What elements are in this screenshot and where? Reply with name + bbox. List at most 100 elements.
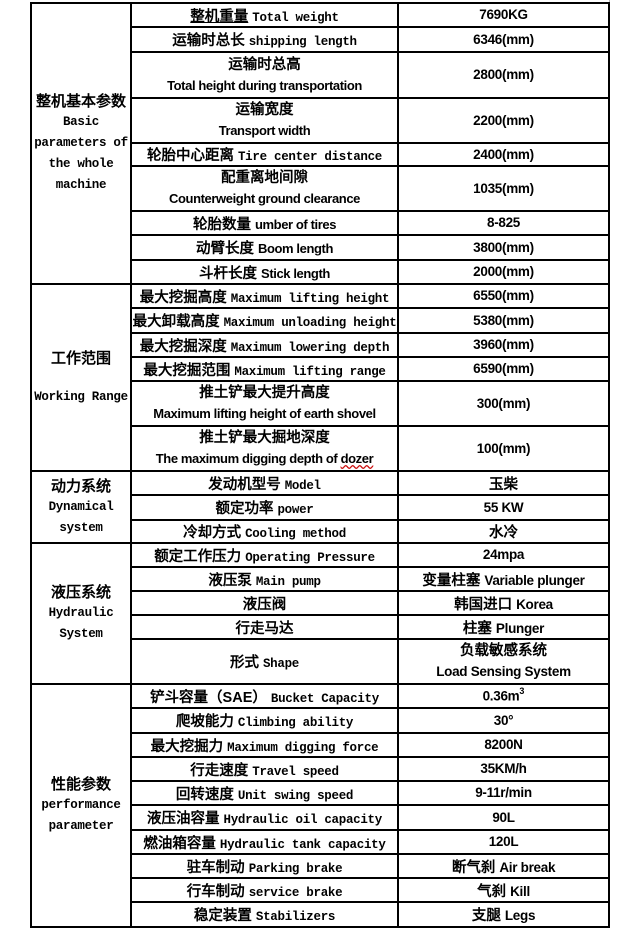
param-en: Unit swing speed xyxy=(237,788,354,803)
param-cell: 动臂长度 Boom length xyxy=(130,234,399,261)
value-text: 2000(mm) xyxy=(473,264,534,279)
param-cell: 推土铲最大掘地深度 The maximum digging depth of d… xyxy=(130,425,399,472)
table-row: 斗杆长度 Stick length 2000(mm) xyxy=(31,259,610,285)
param-en: power xyxy=(277,503,314,517)
value-text: Air break xyxy=(499,859,556,875)
value-text: 9-11r/min xyxy=(475,785,532,800)
param-en: Climbing ability xyxy=(237,716,354,730)
param-en: Maximum lowering depth xyxy=(230,340,390,355)
param-zh: 运输时总高 xyxy=(228,56,301,73)
param-en: Boom length xyxy=(257,241,334,256)
param-en: Stick length xyxy=(261,265,330,281)
value-zh: 韩国进口 xyxy=(454,596,513,613)
param-cell: 最大挖掘深度 Maximum lowering depth xyxy=(130,332,399,358)
value-cell: 6590(mm) xyxy=(397,356,610,382)
value-cell: 2000(mm) xyxy=(397,259,610,285)
category-zh: 液压系统 xyxy=(50,584,111,601)
table-row: 额定功率 power 55 KW xyxy=(31,494,610,521)
value-text: 8-825 xyxy=(486,215,521,230)
param-cell: 轮胎数量 umber of tires xyxy=(130,210,399,236)
value-cell: 玉柴 xyxy=(397,470,610,496)
param-zh: 最大卸载高度 xyxy=(132,314,220,330)
param-cell: 行车制动 service brake xyxy=(130,877,399,903)
param-zh: 回转速度 xyxy=(175,786,234,803)
category-cell-performance-parameter: 性能参数 performance parameter xyxy=(30,683,132,928)
value-text: 2400(mm) xyxy=(473,146,534,162)
table-row: 轮胎数量 umber of tires 8-825 xyxy=(31,210,610,236)
table-row: 回转速度 Unit swing speed 9-11r/min xyxy=(31,780,610,806)
param-en: service brake xyxy=(248,885,343,900)
value-text: 6590(mm) xyxy=(473,361,534,376)
table-row: 最大挖掘范围 Maximum lifting range 6590(mm) xyxy=(31,356,610,382)
table-row: 运输时总高 Total height during transportation … xyxy=(31,51,610,99)
table-row: 液压油容量 Hydraulic oil capacity 90L xyxy=(31,804,610,831)
value-text: Variable plunger xyxy=(484,572,585,588)
param-zh: 驻车制动 xyxy=(186,859,245,876)
param-zh: 形式 xyxy=(229,655,259,671)
category-line: parameters of xyxy=(34,136,128,150)
param-en: Total height during transportation xyxy=(167,77,362,93)
param-en: umber of tires xyxy=(254,216,337,232)
value-cell: 9-11r/min xyxy=(397,780,610,806)
value-cell: 2200(mm) xyxy=(397,97,610,144)
table-row: 行车制动 service brake 气刹 Kill xyxy=(31,877,610,903)
value-text: Load Sensing System xyxy=(436,664,571,679)
param-en: Cooling method xyxy=(245,527,346,541)
value-cell: 支腿 Legs xyxy=(397,901,610,928)
param-en: Maximum unloading height xyxy=(223,316,397,330)
table-row: 最大挖掘深度 Maximum lowering depth 3960(mm) xyxy=(31,332,610,358)
param-zh: 额定功率 xyxy=(215,501,274,517)
value-cell: 120L xyxy=(397,829,610,855)
value-zh: 气刹 xyxy=(477,883,507,900)
param-en: The maximum digging depth of dozer xyxy=(155,451,374,466)
param-cell: 发动机型号 Model xyxy=(130,470,399,496)
value-text: 24mpa xyxy=(482,547,525,562)
param-zh: 冷却方式 xyxy=(183,525,242,541)
param-en: Operating Pressure xyxy=(245,550,375,565)
value-cell: 7690KG xyxy=(397,2,610,28)
param-zh: 推土铲最大提升高度 xyxy=(199,385,330,401)
value-cell: 2400(mm) xyxy=(397,142,610,167)
table-row: 驻车制动 Parking brake 断气刹 Air break xyxy=(31,853,610,879)
table-row: 整机基本参数 Basic parameters of the whole mac… xyxy=(30,2,610,285)
value-text: 8200N xyxy=(484,737,523,752)
param-en: Parking brake xyxy=(248,861,343,876)
table-row: 运输时总长 shipping length 6346(mm) xyxy=(31,26,610,53)
param-cell: 轮胎中心距离 Tire center distance xyxy=(130,142,399,167)
table-row: 行走速度 Travel speed 35KM/h xyxy=(31,756,610,782)
param-zh: 整机重量 xyxy=(190,8,249,25)
param-zh: 动臂长度 xyxy=(195,241,254,257)
value-zh: 水冷 xyxy=(489,525,518,541)
value-cell: 0.36m3 xyxy=(397,683,610,709)
table-row: 冷却方式 Cooling method 水冷 xyxy=(31,519,610,544)
param-cell: 铲斗容量（SAE） Bucket Capacity xyxy=(130,683,399,709)
value-text: 120L xyxy=(488,834,519,849)
param-zh: 轮胎中心距离 xyxy=(146,148,234,164)
value-cell: 8200N xyxy=(397,732,610,758)
param-cell: 爬坡能力 Climbing ability xyxy=(130,707,399,734)
value-text: 55 KW xyxy=(483,499,524,515)
value-cell: 水冷 xyxy=(397,519,610,544)
value-cell: 负载敏感系统 Load Sensing System xyxy=(397,638,610,685)
misspelled-word: dozer xyxy=(340,451,374,466)
param-zh: 液压油容量 xyxy=(147,811,220,827)
category-cell-dynamical-system: 动力系统 Dynamical system xyxy=(30,470,132,544)
value-cell: 8-825 xyxy=(397,210,610,236)
value-cell: 24mpa xyxy=(397,542,610,568)
value-text: 7690KG xyxy=(479,7,528,22)
value-text: 90L xyxy=(492,809,515,825)
value-text: 100(mm) xyxy=(476,440,531,456)
value-cell: 柱塞 Plunger xyxy=(397,614,610,640)
category-line: Working Range xyxy=(34,389,128,404)
param-zh: 最大挖掘范围 xyxy=(143,362,231,379)
param-zh: 液压阀 xyxy=(242,596,287,613)
param-cell: 行走马达 xyxy=(130,614,399,640)
param-cell: 最大挖掘高度 Maximum lifting height xyxy=(130,283,399,309)
value-zh: 断气刹 xyxy=(451,859,496,876)
param-cell: 最大挖掘力 Maximum digging force xyxy=(130,732,399,758)
param-cell: 燃油箱容量 Hydraulic tank capacity xyxy=(130,829,399,855)
table-row: 动力系统 Dynamical system 发动机型号 Model 玉柴 xyxy=(30,470,610,544)
category-line: performance xyxy=(41,798,121,812)
param-cell: 冷却方式 Cooling method xyxy=(130,519,399,544)
table-row: 性能参数 performance parameter 铲斗容量（SAE） Buck… xyxy=(30,683,610,928)
